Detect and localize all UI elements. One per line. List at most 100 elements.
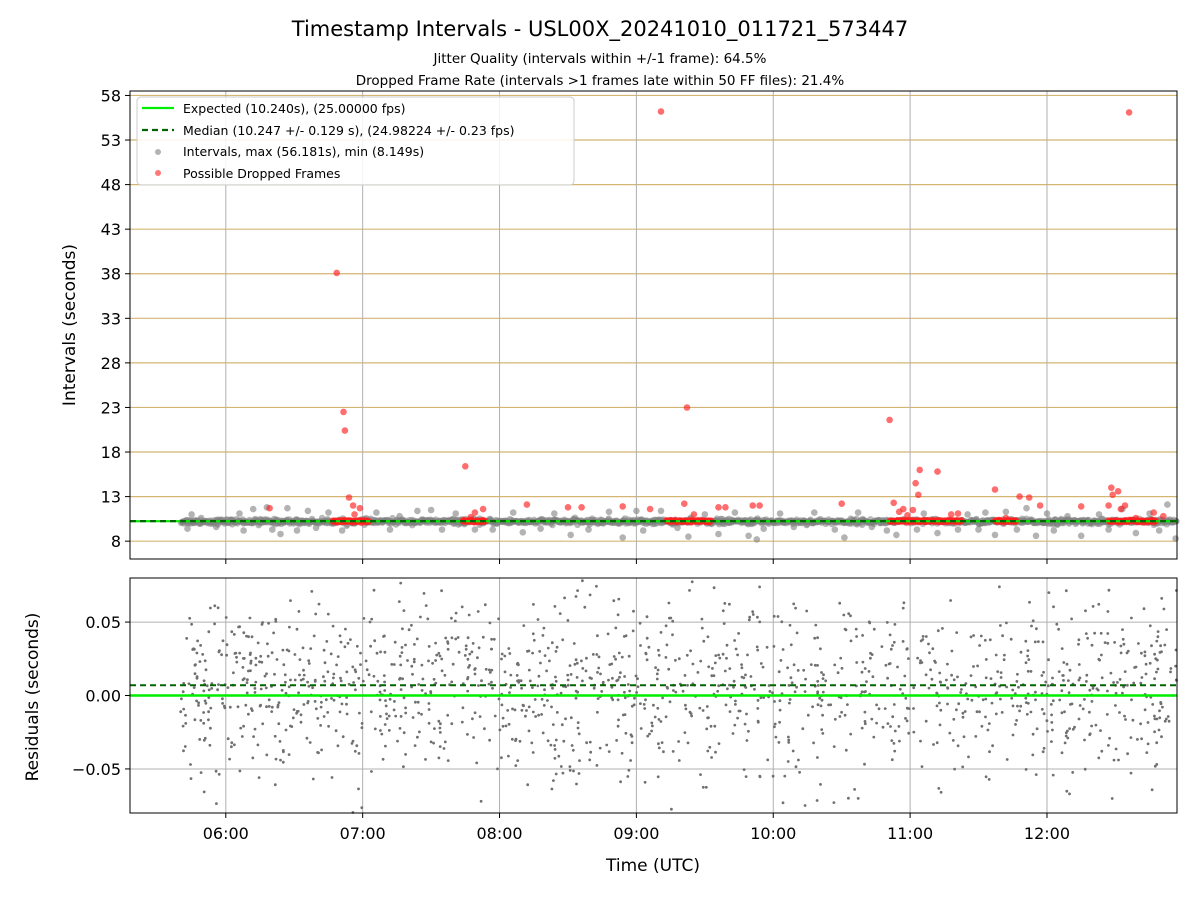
residual-point	[832, 745, 836, 748]
residual-point	[443, 740, 447, 744]
residual-point	[184, 722, 188, 725]
interval-point	[1172, 535, 1179, 542]
dropped-frame-point	[1132, 514, 1140, 522]
intervals-y-tick-label: 53	[101, 131, 121, 150]
residual-point	[562, 739, 566, 743]
residual-point	[813, 663, 817, 667]
residual-point	[521, 703, 525, 707]
residual-point	[355, 644, 359, 648]
residual-point	[597, 655, 601, 659]
residual-point	[438, 726, 442, 730]
residual-point	[525, 709, 528, 712]
residual-point	[612, 599, 616, 603]
residual-point	[480, 679, 483, 683]
residual-point	[202, 790, 206, 794]
residual-point	[205, 684, 209, 688]
residual-point	[816, 684, 820, 687]
intervals-y-tick-label: 48	[101, 176, 121, 195]
residual-point	[555, 645, 559, 649]
residual-point	[437, 756, 441, 760]
residual-point	[814, 623, 818, 627]
residual-point	[1100, 653, 1103, 657]
interval-point	[776, 510, 784, 517]
residual-point	[630, 741, 634, 745]
residual-point	[970, 698, 974, 702]
residual-point	[514, 764, 518, 767]
residual-point	[938, 671, 942, 675]
residual-point	[871, 675, 875, 679]
residual-point	[492, 637, 496, 641]
residual-point	[242, 657, 246, 660]
residual-point	[256, 743, 260, 747]
residual-point	[420, 712, 423, 716]
residual-point	[450, 680, 454, 684]
residual-point	[298, 673, 301, 677]
interval-point	[639, 527, 647, 534]
residual-point	[1030, 624, 1033, 628]
residual-point	[237, 625, 241, 629]
residual-point	[314, 612, 318, 616]
residual-point	[751, 610, 755, 614]
residual-point	[1024, 639, 1028, 643]
residual-point	[896, 665, 899, 669]
residual-point	[503, 654, 507, 658]
residual-point	[488, 621, 492, 625]
residual-point	[503, 670, 507, 674]
residual-point	[369, 710, 373, 714]
residual-point	[728, 667, 732, 670]
legend-box	[136, 96, 575, 186]
residual-point	[701, 709, 705, 712]
interval-point	[304, 507, 312, 515]
residual-point	[1015, 680, 1019, 683]
residual-point	[773, 725, 776, 729]
residual-point	[581, 579, 584, 583]
residual-point	[991, 744, 994, 748]
residual-point	[540, 713, 543, 716]
residual-point	[491, 686, 494, 690]
residual-point	[397, 600, 401, 603]
residual-point	[507, 722, 511, 726]
residual-point	[674, 658, 677, 662]
residual-point	[484, 667, 488, 671]
residual-point	[1109, 671, 1113, 675]
dropped-frame-point	[690, 511, 698, 518]
residual-point	[295, 627, 299, 631]
residual-point	[1026, 701, 1030, 705]
residual-point	[245, 681, 249, 684]
residual-point	[568, 769, 572, 772]
interval-point	[489, 526, 497, 533]
residual-point	[554, 679, 558, 683]
residual-point	[912, 730, 916, 734]
residual-point	[1153, 652, 1156, 656]
residual-point	[476, 656, 479, 660]
residual-point	[561, 771, 565, 775]
residual-point	[531, 710, 535, 714]
residual-point	[203, 736, 207, 740]
residual-point	[326, 612, 330, 616]
residual-point	[581, 667, 585, 670]
residual-point	[1066, 736, 1070, 740]
residual-point	[935, 691, 939, 695]
residual-point	[623, 690, 626, 694]
residual-point	[700, 617, 704, 621]
residual-point	[1049, 703, 1053, 706]
residual-point	[563, 596, 566, 600]
residual-point	[893, 749, 897, 753]
residual-point	[1083, 698, 1086, 701]
residual-point	[822, 673, 825, 677]
residual-point	[864, 690, 867, 693]
residual-point	[301, 646, 305, 650]
residual-point	[207, 710, 211, 714]
residual-point	[264, 686, 268, 690]
residual-point	[1011, 733, 1015, 737]
residual-point	[394, 714, 398, 718]
residual-point	[732, 685, 735, 689]
residual-point	[819, 783, 822, 786]
residual-point	[546, 699, 549, 702]
residual-point	[607, 750, 611, 753]
residual-point	[524, 714, 527, 718]
residual-point	[550, 641, 554, 645]
residual-point	[1057, 627, 1060, 631]
residual-point	[472, 736, 475, 739]
